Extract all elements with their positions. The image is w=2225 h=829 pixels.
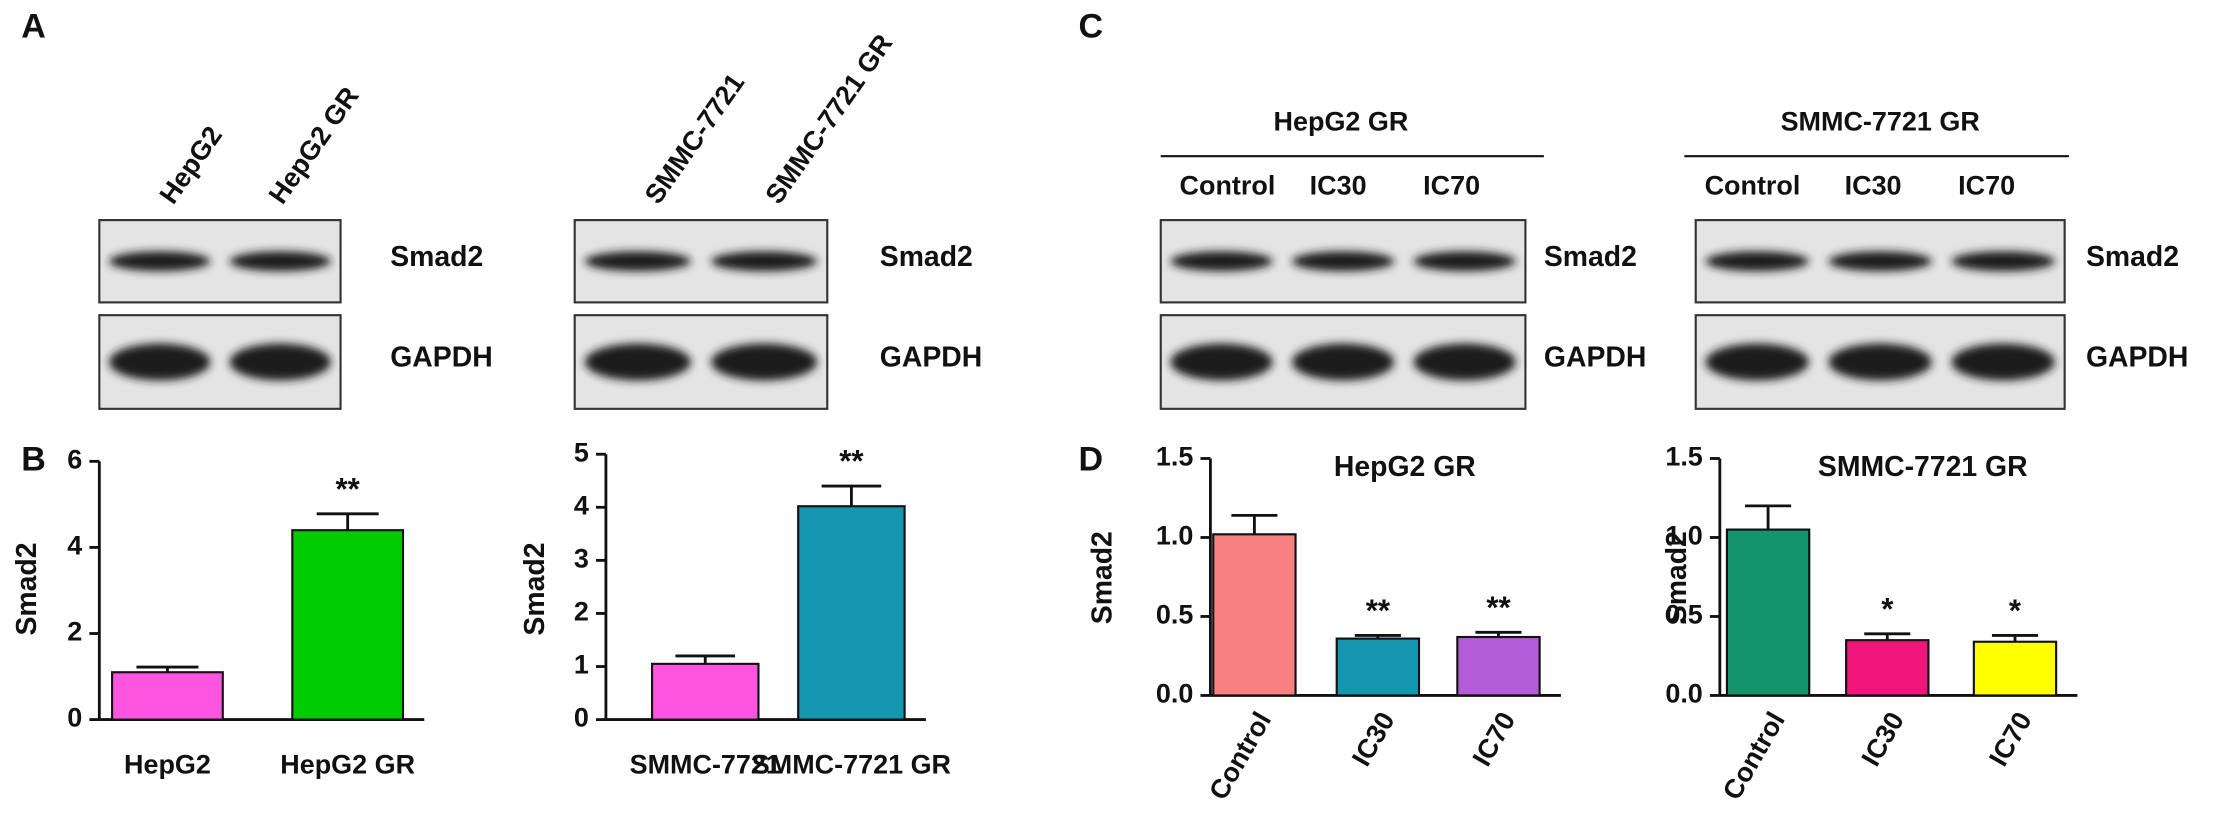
panel-label: B bbox=[21, 440, 46, 478]
y-tick-label: 5 bbox=[574, 437, 589, 467]
blot-band bbox=[1292, 343, 1395, 381]
blot-row-label: GAPDH bbox=[1544, 342, 1646, 374]
x-tick-label: IC30 bbox=[1346, 707, 1400, 771]
lane-label: IC70 bbox=[1423, 171, 1480, 201]
y-tick-label: 4 bbox=[67, 531, 82, 561]
blot-band bbox=[1170, 251, 1273, 272]
bar bbox=[111, 671, 224, 721]
blot-band bbox=[1951, 343, 2055, 381]
x-tick-label: Control bbox=[1203, 707, 1277, 805]
significance: ** bbox=[336, 471, 361, 506]
bar bbox=[797, 505, 906, 721]
lane-label: Control bbox=[1180, 171, 1276, 201]
bar bbox=[1725, 528, 1811, 697]
lane-label: Control bbox=[1705, 171, 1801, 201]
lane-label: HepG2 GR bbox=[263, 82, 365, 210]
y-axis-label: Smad2 bbox=[1086, 531, 1118, 624]
x-tick-label: IC30 bbox=[1856, 707, 1910, 771]
blot-band bbox=[1705, 343, 1809, 381]
blot-band bbox=[229, 251, 331, 272]
y-tick-label: 0 bbox=[67, 703, 82, 733]
y-tick-label: 4 bbox=[574, 490, 589, 520]
x-tick-label: SMMC-7721 bbox=[630, 750, 781, 780]
blot-band bbox=[711, 251, 818, 272]
blot-row-label: GAPDH bbox=[880, 342, 982, 374]
lane-label: IC30 bbox=[1310, 171, 1367, 201]
bar bbox=[1212, 533, 1297, 697]
blot-band bbox=[711, 343, 818, 381]
bar bbox=[1845, 639, 1930, 697]
significance: ** bbox=[1486, 590, 1511, 625]
y-tick-label: 0.0 bbox=[1665, 679, 1702, 709]
blot-row-label: Smad2 bbox=[2086, 241, 2179, 273]
x-tick-label: Control bbox=[1717, 707, 1791, 805]
y-tick-label: 1 bbox=[574, 650, 589, 680]
bar bbox=[291, 529, 405, 721]
y-tick-label: 0.5 bbox=[1156, 600, 1193, 630]
y-tick-label: 1.0 bbox=[1665, 521, 1702, 551]
y-tick-label: 0.5 bbox=[1665, 600, 1702, 630]
blot-band bbox=[1292, 251, 1395, 272]
bar bbox=[1456, 635, 1541, 697]
significance: * bbox=[1881, 591, 1894, 626]
blot-band bbox=[584, 251, 691, 272]
lane-label: SMMC-7721 GR bbox=[760, 29, 899, 209]
blot-band bbox=[1828, 343, 1932, 381]
blot-group-label: HepG2 GR bbox=[1274, 107, 1409, 137]
panel-label: D bbox=[1078, 440, 1103, 478]
y-axis-label: Smad2 bbox=[519, 543, 551, 636]
significance: ** bbox=[839, 444, 864, 479]
y-axis-label: Smad2 bbox=[1661, 531, 1693, 624]
blot-band bbox=[1413, 343, 1516, 381]
bar bbox=[650, 662, 760, 721]
x-tick-label: HepG2 GR bbox=[280, 750, 415, 780]
y-tick-label: 2 bbox=[574, 597, 589, 627]
y-axis-label: Smad2 bbox=[11, 543, 43, 636]
lane-label: IC30 bbox=[1845, 171, 1902, 201]
significance: ** bbox=[1366, 593, 1391, 628]
lane-label: HepG2 bbox=[154, 121, 228, 209]
blot-band bbox=[1828, 251, 1932, 272]
y-tick-label: 0.0 bbox=[1156, 679, 1193, 709]
y-tick-label: 1.5 bbox=[1665, 442, 1702, 472]
blot-band bbox=[1705, 251, 1809, 272]
significance: * bbox=[2009, 593, 2022, 628]
y-tick-label: 1.5 bbox=[1156, 442, 1193, 472]
y-tick-label: 2 bbox=[67, 617, 82, 647]
blot-band bbox=[584, 343, 691, 381]
x-tick-label: IC70 bbox=[1983, 707, 2037, 771]
y-tick-label: 1.0 bbox=[1156, 521, 1193, 551]
blot-row-label: GAPDH bbox=[390, 342, 492, 374]
y-tick-label: 6 bbox=[67, 444, 82, 474]
y-tick-label: 0 bbox=[574, 703, 589, 733]
bar bbox=[1335, 637, 1421, 697]
blot-band bbox=[229, 343, 331, 381]
panel-label: C bbox=[1078, 8, 1103, 46]
blot-row-label: Smad2 bbox=[390, 241, 483, 273]
x-tick-label: SMMC-7721 GR bbox=[752, 750, 951, 780]
y-tick-label: 3 bbox=[574, 543, 589, 573]
bar bbox=[1972, 640, 2058, 697]
blot-group-label: SMMC-7721 GR bbox=[1781, 107, 1980, 137]
blot-row-label: Smad2 bbox=[1544, 241, 1637, 273]
chart-title: SMMC-7721 GR bbox=[1818, 451, 2028, 483]
blot-band bbox=[1170, 343, 1273, 381]
chart-title: HepG2 GR bbox=[1334, 451, 1476, 483]
blot-band bbox=[108, 343, 211, 381]
lane-label: SMMC-7721 bbox=[639, 68, 750, 209]
lane-label: IC70 bbox=[1958, 171, 2015, 201]
blot-band bbox=[1413, 251, 1516, 272]
blot-row-label: GAPDH bbox=[2086, 342, 2188, 374]
blot-band bbox=[1951, 251, 2055, 272]
panel-label: A bbox=[21, 8, 46, 46]
x-tick-label: HepG2 bbox=[124, 750, 211, 780]
blot-row-label: Smad2 bbox=[880, 241, 973, 273]
x-tick-label: IC70 bbox=[1467, 707, 1521, 771]
blot-band bbox=[108, 251, 211, 272]
